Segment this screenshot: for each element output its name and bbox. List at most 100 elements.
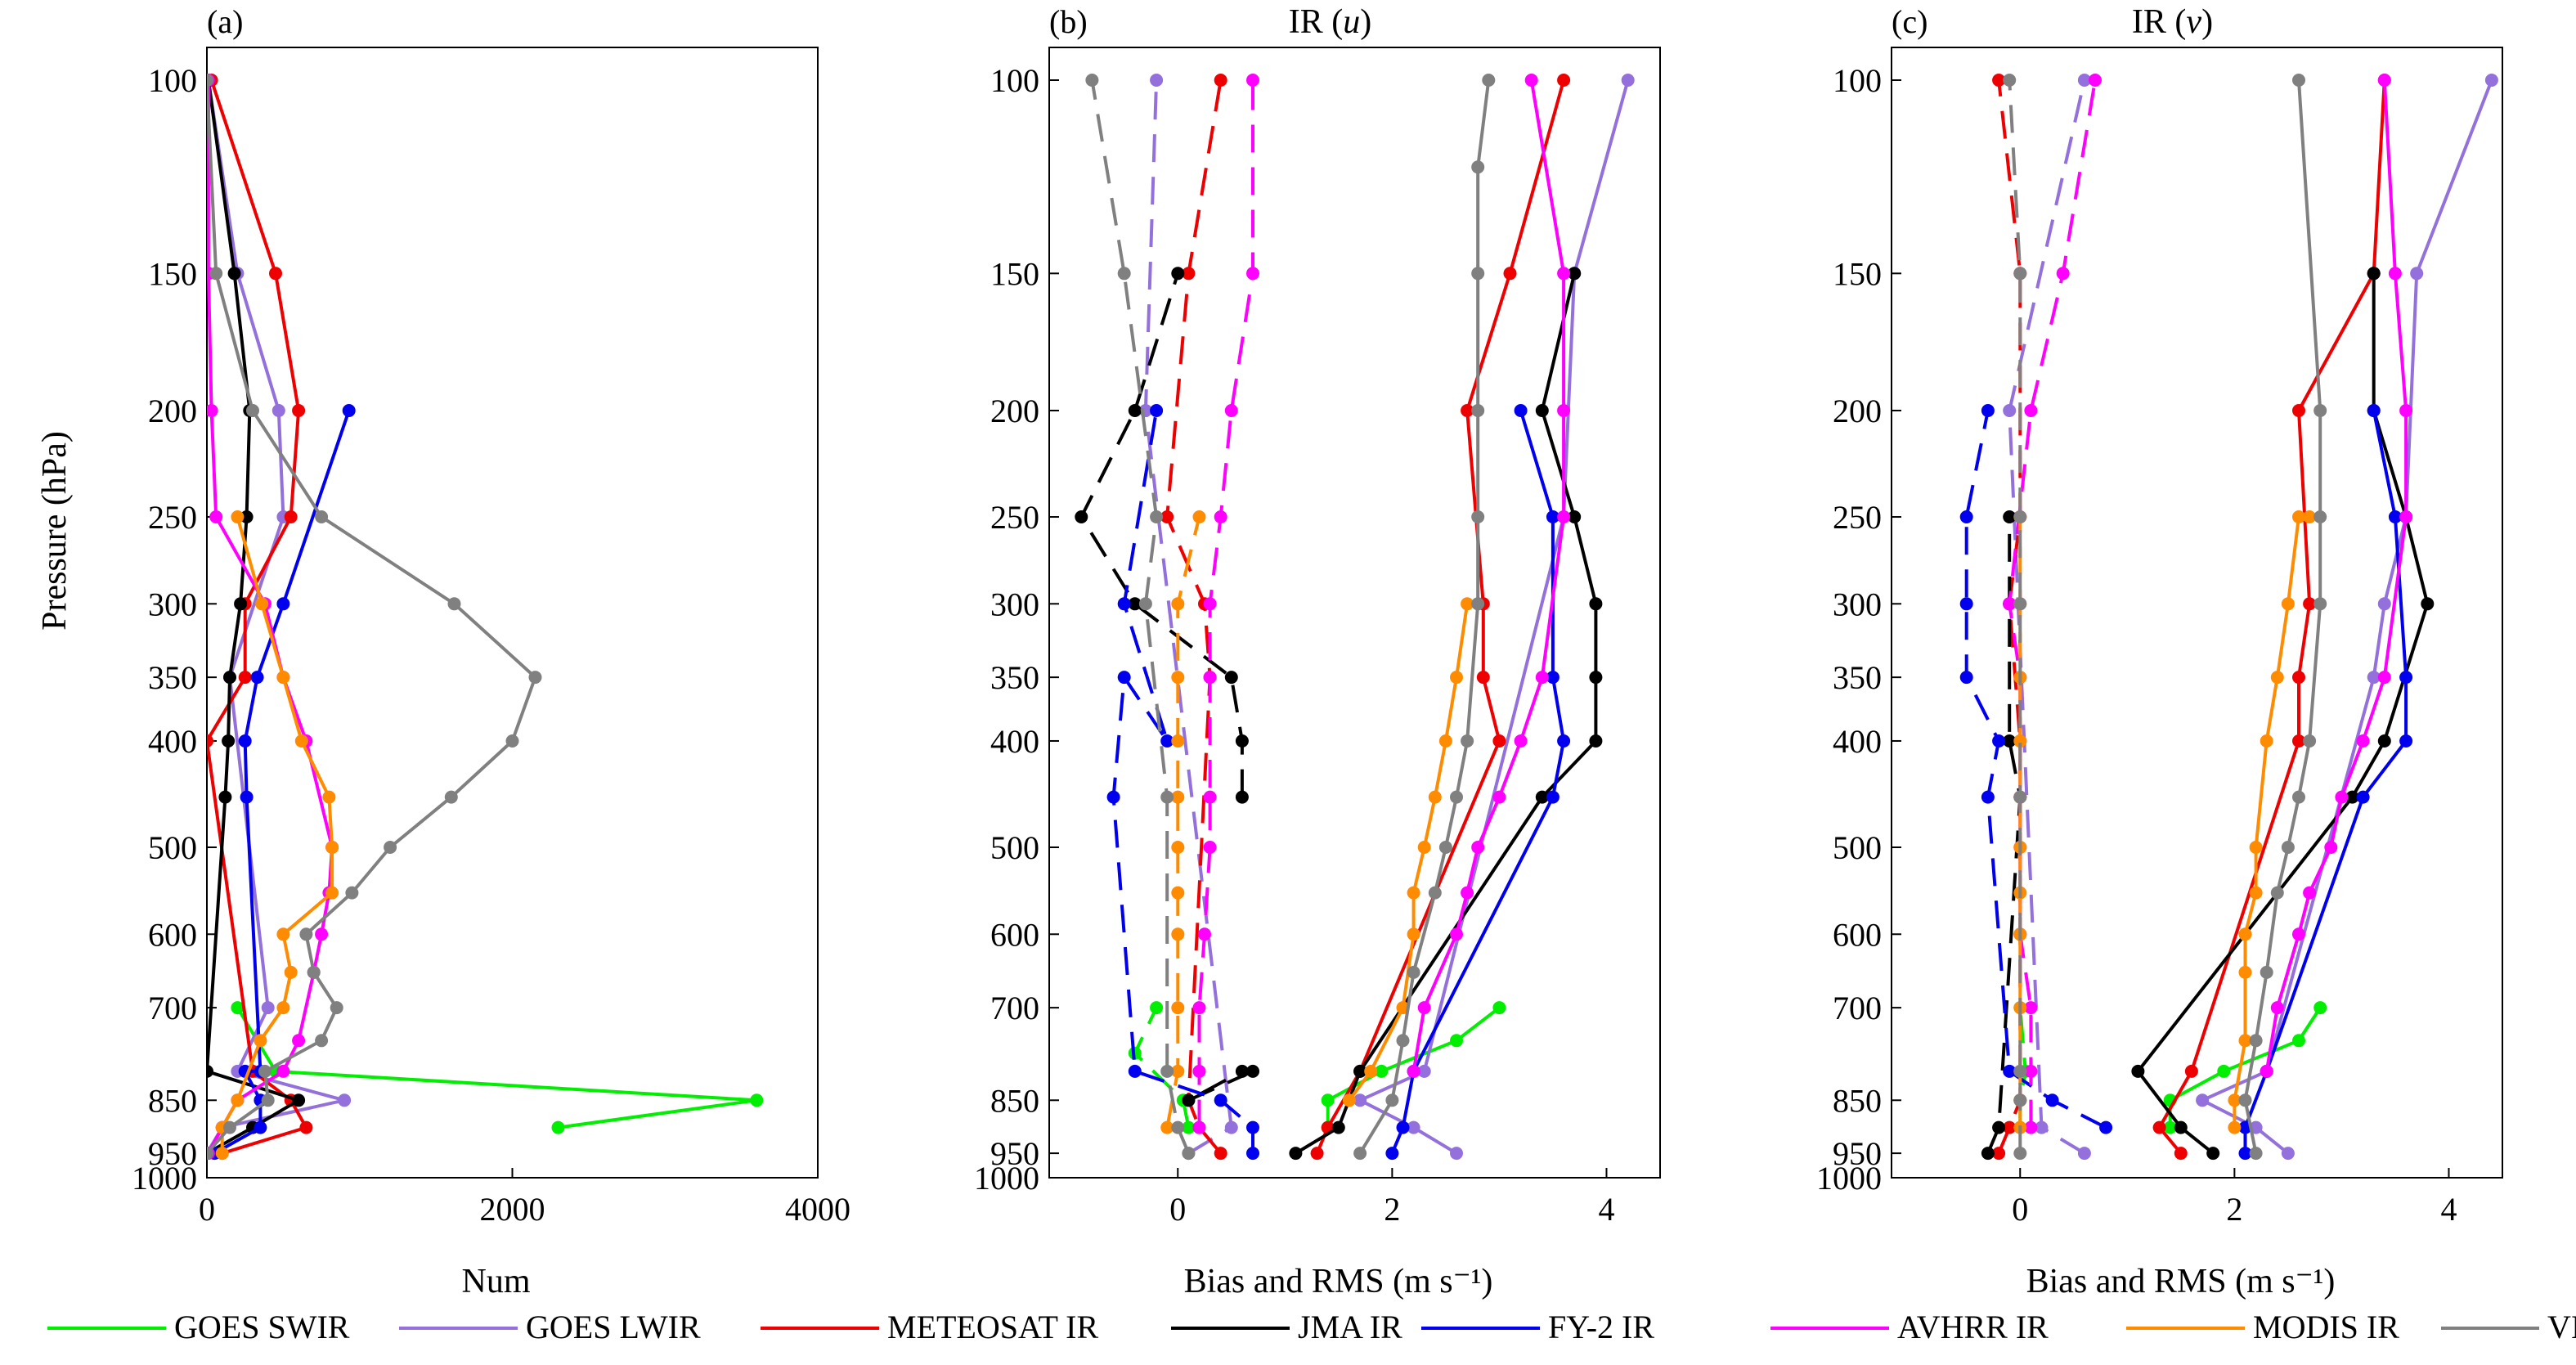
series-line [1143,79,1233,1155]
data-point [1417,1001,1431,1015]
data-point [2313,404,2327,417]
data-point [1450,927,1463,941]
data-point [1171,886,1185,900]
y-tick-label: 250 [990,499,1039,536]
y-tick-label: 150 [1833,255,1882,292]
data-point [2013,510,2027,523]
data-point [2377,74,2391,87]
y-tick-label: 200 [990,393,1039,429]
y-tick-label: 850 [990,1082,1039,1119]
data-point [2270,886,2284,900]
data-point [2184,1064,2198,1078]
data-point [1192,1120,1206,1134]
legend-label: GOES SWIR [174,1309,350,1345]
chart-panel: 100 150 200 250 300 350 400 500 600 700 850 9501000… [36,3,850,1300]
legend-item: GOES LWIR [399,1309,701,1345]
data-point [1192,1064,1206,1078]
y-tick-label: 350 [1833,659,1882,696]
data-point [231,1093,245,1107]
data-point [1992,734,2006,748]
data-point [1203,841,1217,854]
data-point [750,1093,764,1107]
series-line [1358,79,1491,1155]
series-line [2264,79,2408,1072]
data-point [2013,734,2027,748]
data-point [1171,267,1185,281]
data-point [2003,597,2017,611]
data-point [1385,1093,1399,1107]
data-point [1471,404,1485,417]
data-point [2003,404,2017,417]
data-point [234,597,248,611]
data-point [2099,1120,2113,1134]
data-point [1171,841,1185,854]
data-point [1160,790,1174,804]
x-tick-label: 2 [2226,1191,2242,1228]
x-tick-label: 2000 [480,1191,545,1228]
data-point [2013,1064,2027,1078]
data-point [1992,74,2006,87]
y-tick-label: 850 [148,1082,197,1119]
data-point [1428,790,1442,804]
data-point [2249,841,2263,854]
data-point [1138,597,1152,611]
plot-frame [1048,47,1661,1179]
legend-label: METEOSAT IR [887,1309,1098,1345]
data-point [1589,734,1603,748]
data-point [2163,1120,2177,1134]
data-point [1171,671,1185,685]
series-line [2008,79,2097,1128]
y-tick-label: 600 [1833,916,1882,953]
data-point [1503,267,1517,281]
y-tick-label: 950 [1833,1135,1882,1172]
legend-item: METEOSAT IR [761,1309,1098,1345]
data-point [1461,597,1474,611]
data-point [2356,734,2370,748]
data-point [1364,1064,1378,1078]
data-point [2399,734,2413,748]
data-point [250,671,264,685]
data-point [2377,734,2391,748]
legend-label: VIIRS IR [2547,1309,2576,1345]
data-point [2152,1120,2166,1134]
data-point [1589,671,1603,685]
data-point [1557,267,1571,281]
data-point [330,1001,343,1015]
data-point [2303,886,2317,900]
data-point [1160,1120,1174,1134]
data-point [2174,1147,2188,1161]
data-point [1171,734,1185,748]
data-point [261,1001,275,1015]
y-tick-label: 350 [148,659,197,696]
y-tick-label: 300 [148,586,197,622]
data-point [2238,1093,2252,1107]
data-point [345,886,359,900]
data-point [342,404,356,417]
data-point [2377,671,2391,685]
data-point [292,404,306,417]
y-tick-label: 250 [1833,499,1882,536]
series-line [2008,79,2086,1155]
data-point [2292,790,2305,804]
data-point [276,671,290,685]
series-line [207,79,301,1155]
data-point [1224,1120,1238,1134]
data-point [1214,74,1227,87]
data-point [1342,1093,1356,1107]
data-point [1150,404,1164,417]
series-line [1348,604,1470,1102]
data-point [276,927,290,941]
series-line [1358,79,1630,1155]
data-point [255,597,269,611]
data-point [2313,597,2327,611]
data-point [2281,1147,2295,1161]
series-line [1315,79,1566,1154]
data-point [2260,734,2273,748]
data-point [1492,734,1506,748]
data-point [1546,671,1560,685]
data-point [1514,734,1528,748]
data-point [1568,510,1582,523]
data-point [325,886,339,900]
data-point [1981,1147,1995,1161]
data-point [1396,1120,1410,1134]
